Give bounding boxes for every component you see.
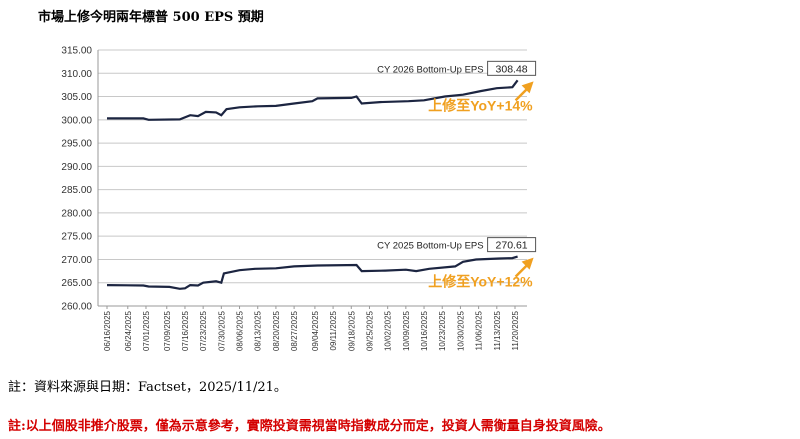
x-tick-label: 11/20/2025	[511, 310, 520, 350]
end-value-box	[487, 60, 537, 76]
annotation-arrow-shaft	[514, 263, 529, 278]
series-name-label: CY 2025 Bottom-Up EPS	[377, 241, 484, 252]
series-line-cy2026	[107, 79, 519, 121]
y-tick-label: 315.00	[61, 46, 92, 57]
annotation-arrow-head	[521, 81, 534, 94]
x-tick-label: 10/16/2025	[420, 310, 429, 351]
x-tick-label: 08/27/2025	[290, 310, 299, 351]
x-tick-label: 11/13/2025	[493, 310, 502, 350]
y-tick-label: 260.00	[61, 302, 92, 313]
chart-title: 市場上修今明兩年標普 500 EPS 預期	[38, 10, 264, 25]
x-tick-label: 09/25/2025	[365, 310, 374, 351]
annotation-arrow-head	[521, 257, 534, 270]
end-value-label: 270.61	[496, 240, 528, 252]
x-tick-label: 07/01/2025	[142, 310, 151, 351]
y-tick-label: 300.00	[61, 115, 92, 126]
x-tick-label: 07/23/2025	[199, 310, 208, 351]
y-tick-label: 305.00	[61, 92, 92, 103]
x-tick-label: 08/20/2025	[272, 310, 281, 351]
yoy-annotation: 上修至YoY+12%	[428, 274, 533, 290]
y-tick-label: 310.00	[61, 69, 92, 80]
x-tick-label: 06/24/2025	[124, 310, 133, 351]
annotation-arrow-shaft	[514, 87, 529, 102]
x-tick-label: 06/16/2025	[103, 310, 112, 351]
x-tick-label: 10/09/2025	[402, 310, 411, 351]
yoy-annotation: 上修至YoY+14%	[428, 97, 533, 113]
y-tick-label: 285.00	[61, 185, 92, 196]
y-tick-label: 280.00	[61, 208, 92, 219]
end-value-box	[487, 237, 537, 253]
end-value-label: 308.48	[496, 63, 528, 75]
y-tick-label: 295.00	[61, 139, 92, 150]
y-tick-label: 265.00	[61, 278, 92, 289]
disclaimer-note: 註:以上個股非推介股票，僅為示意參考，實際投資需視當時指數成分而定，投資人需衡量…	[8, 419, 611, 434]
x-tick-label: 11/06/2025	[475, 310, 484, 350]
x-tick-label: 08/13/2025	[254, 310, 263, 351]
y-tick-label: 275.00	[61, 232, 92, 243]
x-tick-label: 10/23/2025	[438, 310, 447, 351]
x-tick-label: 08/06/2025	[236, 310, 245, 351]
x-tick-label: 07/09/2025	[163, 310, 172, 351]
y-tick-label: 290.00	[61, 162, 92, 173]
x-tick-label: 09/18/2025	[347, 310, 356, 351]
series-name-label: CY 2026 Bottom-Up EPS	[377, 64, 484, 75]
x-tick-label: 07/16/2025	[181, 310, 190, 351]
x-tick-label: 09/04/2025	[311, 310, 320, 351]
y-tick-label: 270.00	[61, 255, 92, 266]
series-line-cy2025	[106, 255, 518, 290]
eps-line-chart: 315.00 310.00 305.00 300.00 295.00 290.00 285.…	[61, 46, 537, 351]
x-tick-label: 07/30/2025	[217, 310, 226, 351]
source-note: 註：資料來源與日期：Factset，2025/11/21。	[8, 380, 287, 395]
x-tick-label: 10/30/2025	[456, 310, 465, 351]
x-tick-label: 09/11/2025	[329, 310, 338, 350]
x-tick-label: 10/02/2025	[384, 310, 393, 351]
